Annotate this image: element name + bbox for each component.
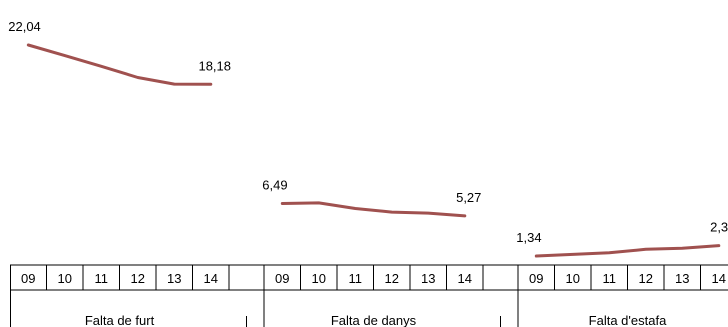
series-line <box>280 201 467 218</box>
x-tick-label: 09 <box>21 271 35 286</box>
group-label: Falta de furt <box>85 313 155 327</box>
x-tick-label: 14 <box>204 271 218 286</box>
series-line <box>534 244 721 258</box>
x-tick-label: 09 <box>529 271 543 286</box>
data-label: 6,49 <box>262 178 287 193</box>
data-label: 22,04 <box>8 19 41 34</box>
x-tick-label: 11 <box>349 271 363 286</box>
data-label: 2,36 <box>710 220 728 235</box>
x-tick-label: 13 <box>421 271 435 286</box>
series-layer <box>26 43 721 258</box>
x-tick-label: 10 <box>58 271 72 286</box>
x-tick-label: 11 <box>603 271 617 286</box>
x-tick-label: 13 <box>167 271 181 286</box>
x-tick-label: 14 <box>712 271 726 286</box>
data-label: 1,34 <box>516 230 541 245</box>
x-tick-label: 12 <box>639 271 653 286</box>
x-tick-label: 12 <box>131 271 145 286</box>
x-tick-label: 11 <box>95 271 109 286</box>
data-label: 5,27 <box>456 190 481 205</box>
x-tick-label: 10 <box>312 271 326 286</box>
category-table <box>10 264 728 327</box>
x-tick-label: 13 <box>675 271 689 286</box>
data-label: 18,18 <box>198 58 231 73</box>
series-line <box>26 43 213 86</box>
label-layer: 09 10 11 12 13 14 Falta de furt 22,04 18,18 09 10 1… <box>8 19 728 327</box>
group-label: Falta d'estafa <box>589 313 667 327</box>
x-tick-label: 09 <box>275 271 289 286</box>
group-label: Falta de danys <box>331 313 417 327</box>
x-tick-label: 12 <box>385 271 399 286</box>
x-tick-label: 10 <box>566 271 580 286</box>
x-tick-label: 14 <box>458 271 472 286</box>
